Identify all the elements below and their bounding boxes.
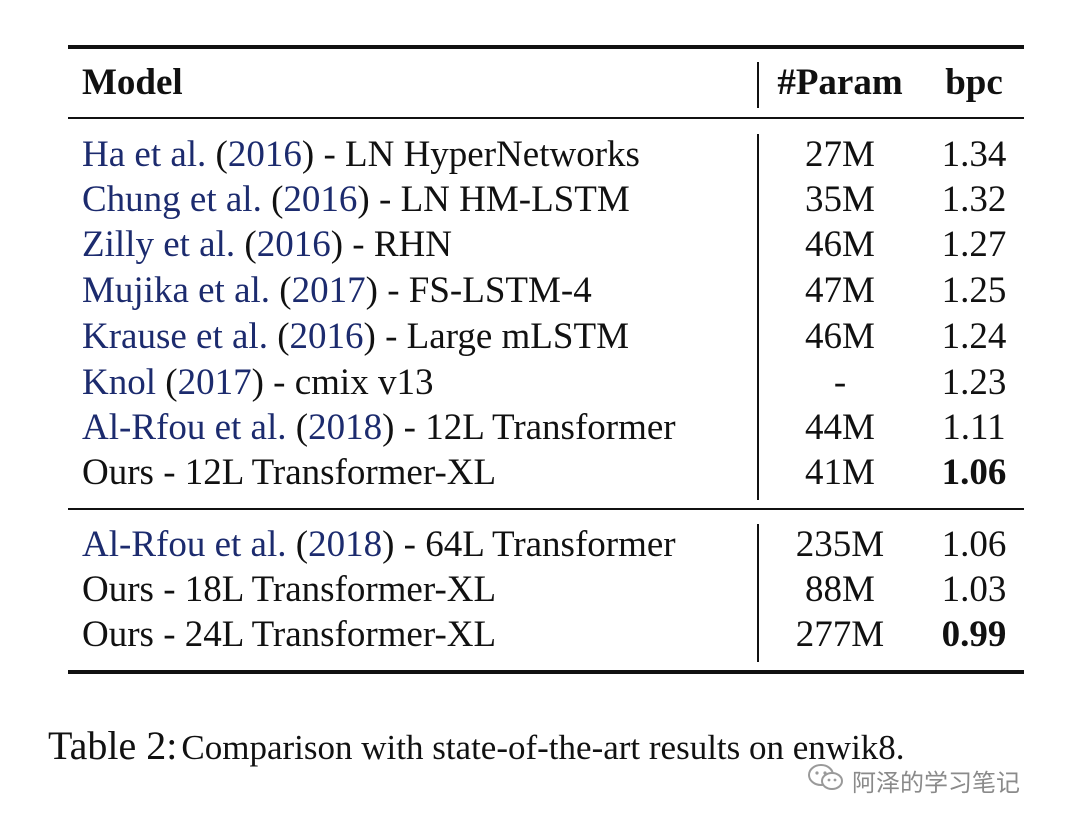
- watermark-text: 阿泽的学习笔记: [852, 768, 1020, 797]
- citation-year-link[interactable]: 2017: [291, 270, 366, 311]
- citation-year-link[interactable]: 2018: [308, 407, 383, 448]
- group1-column-separator: [757, 134, 759, 500]
- bpc-cell-best: 1.06: [941, 452, 1007, 493]
- watermark: 阿泽的学习笔记: [806, 762, 1020, 798]
- citation-link[interactable]: Zilly et al.: [82, 224, 236, 265]
- citation-year-link[interactable]: 2018: [308, 524, 383, 565]
- citation-link[interactable]: Mujika et al.: [82, 270, 271, 311]
- model-description: ) - cmix v13: [251, 362, 434, 403]
- table-caption: Table 2: Comparison with state-of-the-ar…: [48, 722, 905, 769]
- param-cell: 235M: [795, 524, 885, 565]
- param-cell: 277M: [795, 614, 885, 655]
- param-cell: 27M: [805, 134, 875, 175]
- param-cell: 46M: [805, 224, 875, 265]
- group2-column-separator: [757, 524, 759, 662]
- bpc-cell-best: 0.99: [941, 614, 1007, 655]
- citation-link[interactable]: Ha et al.: [82, 134, 207, 175]
- citation-link[interactable]: Chung et al.: [82, 179, 262, 220]
- param-cell: 47M: [805, 270, 875, 311]
- caption-text: Comparison with state-of-the-art results…: [181, 728, 905, 767]
- model-cell: Al-Rfou et al. (2018) - 12L Transformer: [82, 407, 676, 448]
- citation-year-link[interactable]: 2016: [256, 224, 331, 265]
- citation-year-link[interactable]: 2016: [289, 316, 364, 357]
- param-cell: 88M: [805, 569, 875, 610]
- citation-year-link[interactable]: 2017: [177, 362, 252, 403]
- model-cell: Chung et al. (2016) - LN HM-LSTM: [82, 179, 630, 220]
- wechat-icon: [806, 762, 846, 798]
- model-cell: Ha et al. (2016) - LN HyperNetworks: [82, 134, 640, 175]
- model-description: ) - 64L Transformer: [382, 524, 676, 565]
- model-cell: Ours - 12L Transformer-XL: [82, 452, 497, 493]
- model-description: ) - LN HM-LSTM: [357, 179, 630, 220]
- bpc-cell: 1.23: [941, 362, 1007, 403]
- model-description: ) - LN HyperNetworks: [301, 134, 640, 175]
- param-cell: 35M: [805, 179, 875, 220]
- bpc-cell: 1.06: [941, 524, 1007, 565]
- table-top-rule: [68, 45, 1024, 49]
- table-header-rule: [68, 117, 1024, 119]
- param-cell: -: [833, 362, 847, 403]
- model-description: ) - 12L Transformer: [382, 407, 676, 448]
- model-cell: Krause et al. (2016) - Large mLSTM: [82, 316, 629, 357]
- bpc-cell: 1.32: [941, 179, 1007, 220]
- table-group-rule: [68, 508, 1024, 510]
- param-cell: 46M: [805, 316, 875, 357]
- param-cell: 41M: [805, 452, 875, 493]
- model-cell: Mujika et al. (2017) - FS-LSTM-4: [82, 270, 592, 311]
- header-column-separator: [757, 62, 759, 108]
- bpc-cell: 1.24: [941, 316, 1007, 357]
- bpc-cell: 1.27: [941, 224, 1007, 265]
- citation-year-link[interactable]: 2016: [283, 179, 358, 220]
- bpc-cell: 1.34: [941, 134, 1007, 175]
- citation-link[interactable]: Knol: [82, 362, 156, 403]
- caption-label: Table 2:: [48, 723, 178, 768]
- model-cell: Ours - 24L Transformer-XL: [82, 614, 497, 655]
- model-description: ) - FS-LSTM-4: [365, 270, 592, 311]
- model-cell: Al-Rfou et al. (2018) - 64L Transformer: [82, 524, 676, 565]
- model-cell: Knol (2017) - cmix v13: [82, 362, 434, 403]
- model-description: ) - Large mLSTM: [363, 316, 629, 357]
- model-description: ) - RHN: [330, 224, 452, 265]
- citation-link[interactable]: Al-Rfou et al.: [82, 407, 287, 448]
- bpc-cell: 1.11: [942, 407, 1006, 448]
- model-cell: Ours - 18L Transformer-XL: [82, 569, 497, 610]
- header-model: Model: [82, 62, 183, 103]
- header-bpc: bpc: [945, 62, 1003, 103]
- table-bottom-rule: [68, 670, 1024, 674]
- model-cell: Zilly et al. (2016) - RHN: [82, 224, 452, 265]
- bpc-cell: 1.03: [941, 569, 1007, 610]
- citation-link[interactable]: Al-Rfou et al.: [82, 524, 287, 565]
- citation-link[interactable]: Krause et al.: [82, 316, 268, 357]
- param-cell: 44M: [805, 407, 875, 448]
- citation-year-link[interactable]: 2016: [227, 134, 302, 175]
- header-param: #Param: [777, 62, 903, 103]
- bpc-cell: 1.25: [941, 270, 1007, 311]
